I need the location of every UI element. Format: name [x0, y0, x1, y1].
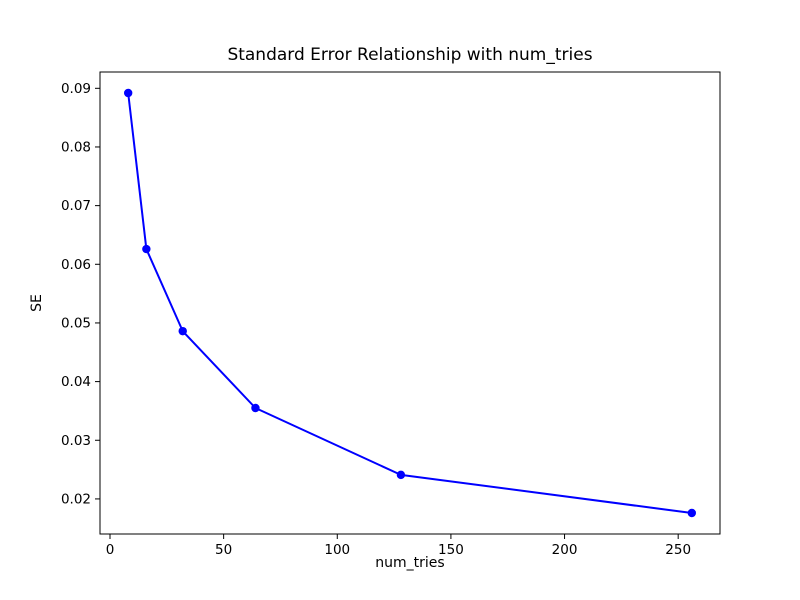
y-tick-label: 0.03: [61, 433, 91, 449]
data-point: [396, 470, 406, 480]
y-tick-label: 0.09: [61, 81, 91, 97]
y-tick-label: 0.06: [61, 257, 91, 273]
x-tick-label: 50: [215, 542, 232, 558]
data-point: [123, 88, 133, 98]
x-tick-label: 0: [106, 542, 115, 558]
x-axis-label: num_tries: [375, 555, 445, 571]
y-tick-label: 0.05: [61, 315, 91, 331]
data-point: [178, 326, 187, 336]
x-tick-label: 100: [324, 542, 350, 558]
y-tick-label: 0.08: [61, 139, 91, 155]
x-tick-label: 150: [438, 542, 464, 558]
chart-title: Standard Error Relationship with num_tri…: [227, 45, 593, 65]
y-tick-label: 0.04: [61, 374, 91, 390]
x-tick-label: 200: [552, 542, 578, 558]
plot-border: [99, 71, 721, 535]
y-tick-label: 0.07: [61, 198, 91, 214]
y-tick-label: 0.02: [61, 491, 91, 507]
x-tick-label: 250: [665, 542, 691, 558]
data-point: [687, 508, 697, 518]
data-line: [127, 92, 693, 514]
data-point: [142, 244, 151, 254]
data-point: [251, 403, 260, 413]
y-axis-label-text: SE: [29, 294, 45, 312]
